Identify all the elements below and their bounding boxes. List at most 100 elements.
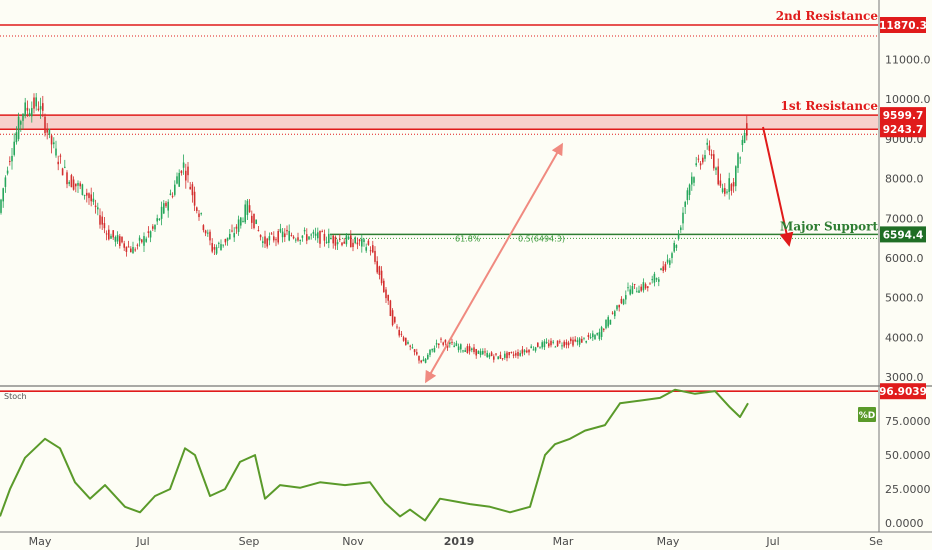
candle-body: [380, 270, 383, 284]
candle-body: [233, 233, 235, 238]
candle-body: [719, 180, 722, 186]
candle-body: [259, 234, 262, 238]
candle-body: [627, 287, 629, 289]
candle-body: [347, 236, 350, 240]
candle-body: [666, 259, 669, 263]
candle-body: [200, 213, 202, 215]
candle-body: [176, 176, 178, 184]
candle-body: [90, 194, 92, 202]
candle-body: [160, 206, 163, 219]
measured-move-arrow: [425, 142, 563, 384]
candle-body: [211, 243, 213, 252]
candle-body: [332, 235, 334, 244]
candle-body: [394, 316, 396, 323]
candle-body: [497, 356, 499, 360]
candle-body: [400, 333, 403, 335]
candle-body: [699, 163, 702, 166]
candle-body: [567, 342, 570, 346]
stoch-tag: 96.9039: [879, 386, 927, 398]
candle-body: [0, 199, 2, 213]
candle-body: [4, 177, 7, 187]
candle-body: [59, 155, 62, 157]
candle-body: [226, 237, 229, 241]
candle-body: [440, 338, 442, 340]
candle-body: [286, 229, 288, 232]
price-tick-label: 7000.0: [885, 212, 924, 225]
candle-body: [409, 345, 411, 347]
candle-body: [565, 342, 568, 345]
candle-body: [420, 360, 422, 363]
candle-body: [655, 278, 658, 280]
candle-body: [479, 351, 482, 355]
candle-body: [207, 232, 209, 234]
candle-body: [697, 158, 700, 160]
price-tick-label: 4000.0: [885, 331, 924, 344]
candle-body: [138, 237, 141, 241]
candle-body: [248, 205, 251, 213]
candle-body: [185, 170, 187, 181]
candle-body: [398, 330, 400, 336]
candle-body: [361, 238, 363, 247]
candle-body: [688, 184, 691, 195]
candle-body: [240, 217, 242, 226]
price-tag-2: 9243.7: [883, 124, 924, 136]
candle-body: [297, 237, 299, 241]
candle-body: [191, 184, 194, 196]
candle-body: [592, 333, 594, 338]
candle-body: [367, 240, 370, 245]
candle-body: [123, 243, 125, 248]
candle-body: [471, 348, 473, 351]
candle-body: [603, 329, 605, 331]
candle-body: [671, 253, 673, 258]
candle-body: [636, 291, 638, 293]
candle-body: [572, 339, 574, 346]
candle-body: [442, 342, 444, 345]
candle-body: [464, 350, 466, 352]
candle-body: [268, 236, 271, 241]
candle-body: [721, 188, 724, 193]
candle-body: [730, 184, 733, 191]
candle-body: [598, 332, 601, 340]
candle-body: [453, 345, 455, 348]
candle-body: [284, 233, 286, 238]
candle-body: [114, 236, 117, 242]
candle-body: [660, 268, 662, 271]
candle-body: [209, 231, 211, 241]
candle-body: [422, 359, 425, 362]
candle-body: [677, 233, 680, 240]
candle-body: [22, 113, 24, 121]
candle-body: [275, 239, 277, 241]
price-tick-label: 11000.0: [885, 54, 931, 67]
candle-body: [407, 342, 409, 344]
candle-body: [706, 142, 708, 145]
candle-body: [391, 310, 394, 326]
candle-body: [528, 349, 530, 353]
candle-body: [517, 352, 519, 356]
candle-body: [163, 203, 165, 214]
candle-body: [92, 198, 95, 202]
candle-body: [119, 236, 121, 246]
candle-body: [477, 350, 480, 354]
candle-body: [127, 246, 130, 248]
candle-body: [108, 229, 110, 240]
price-tag-3: 6594.4: [883, 229, 924, 241]
price-tick-label: 5000.0: [885, 292, 924, 305]
candle-body: [136, 244, 139, 246]
candle-body: [724, 188, 726, 194]
candle-body: [570, 338, 572, 342]
candle-body: [105, 233, 108, 235]
time-tick-label: Mar: [553, 535, 574, 548]
candle-body: [644, 284, 647, 289]
candle-body: [301, 235, 304, 238]
candle-body: [715, 167, 717, 171]
candle-body: [15, 132, 18, 143]
candle-body: [112, 230, 114, 238]
candle-body: [48, 128, 51, 135]
candle-body: [147, 231, 150, 234]
candle-body: [189, 186, 191, 190]
candle-body: [86, 192, 88, 196]
candle-body: [363, 239, 365, 242]
candle-body: [317, 232, 319, 239]
candle-body: [457, 346, 460, 351]
legend-badge: %D: [859, 411, 876, 421]
